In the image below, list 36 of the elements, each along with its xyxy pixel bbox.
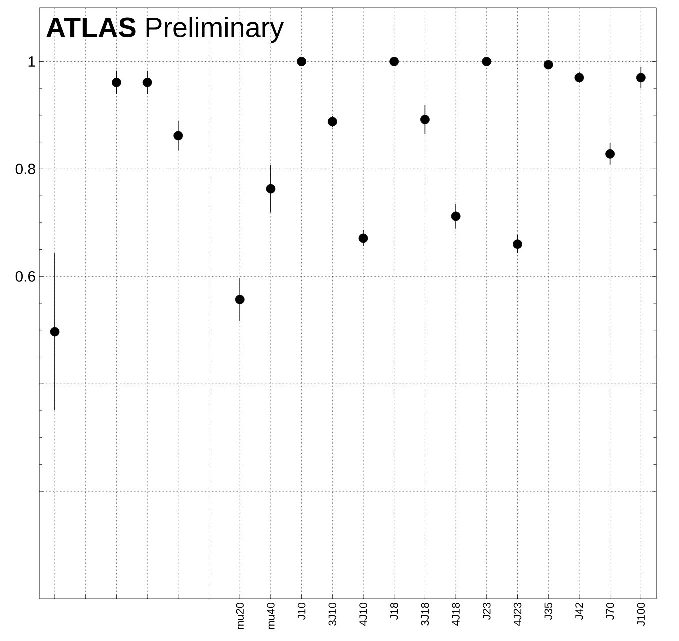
x-tick-label: 4J18: [452, 603, 460, 626]
point: [606, 149, 616, 159]
point: [358, 234, 368, 244]
x-tick-label: J42: [576, 603, 584, 620]
x-tick-label: 3J10: [328, 602, 337, 626]
x-tick-label: 4J23: [514, 603, 522, 626]
point: [174, 131, 184, 141]
point: [112, 78, 122, 88]
x-tick-label: J23: [483, 603, 491, 620]
point: [390, 57, 400, 66]
x-tick-label: 3J18: [421, 603, 430, 626]
point: [574, 73, 584, 83]
point: [636, 73, 646, 83]
point: [50, 327, 60, 337]
point: [420, 115, 430, 124]
point: [142, 78, 152, 88]
y-tick-label: 1: [28, 56, 36, 67]
point: [513, 240, 522, 250]
x-tick-label: J70: [606, 602, 614, 620]
x-tick-label: mu40: [267, 602, 275, 630]
x-tick-label: J100: [637, 602, 646, 626]
y-tick-label: 0.6: [16, 271, 36, 282]
x-tick-label: J18: [390, 603, 398, 620]
point: [235, 295, 245, 304]
point: [482, 57, 492, 66]
point: [544, 60, 554, 70]
point: [266, 184, 276, 194]
x-tick-label: J35: [544, 602, 552, 620]
y-tick-label: 0.8: [16, 164, 36, 174]
point: [451, 212, 461, 222]
x-tick-label: mu20: [236, 602, 244, 630]
point: [297, 57, 306, 66]
chart-title: ATLAS Preliminary: [46, 17, 284, 44]
x-tick-label: J10: [298, 602, 306, 620]
point: [328, 117, 338, 127]
x-tick-label: 4J10: [360, 602, 368, 626]
